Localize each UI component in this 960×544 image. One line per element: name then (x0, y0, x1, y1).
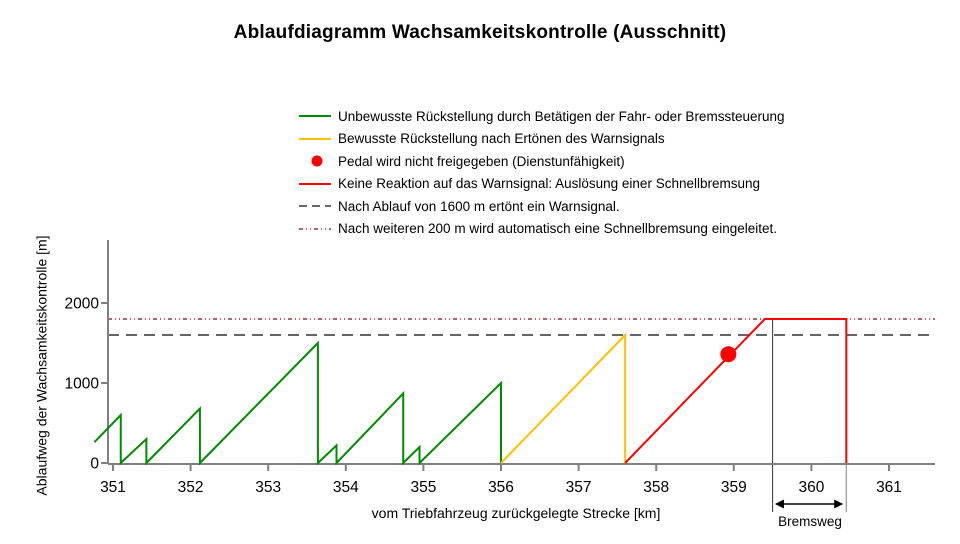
x-tick-label: 357 (566, 479, 592, 496)
page-title: Ablaufdiagramm Wachsamkeitskontrolle (Au… (233, 22, 727, 43)
x-tick-label: 354 (333, 479, 359, 496)
legend-label: Keine Reaktion auf das Warnsignal: Auslö… (338, 176, 761, 192)
legend-label: Nach weiteren 200 m wird automatisch ein… (338, 221, 777, 237)
y-tick-label: 0 (90, 456, 99, 473)
y-tick-label: 1000 (65, 376, 100, 393)
green-line-icon (298, 111, 334, 121)
x-tick-label: 353 (255, 479, 281, 496)
darkred-dashdot-line-icon (298, 224, 334, 234)
legend-row-unbewusste-rueckstellung: Unbewusste Rückstellung durch Betätigen … (298, 105, 784, 128)
legend-label: Bewusste Rückstellung nach Ertönen des W… (338, 131, 665, 147)
legend-label: Pedal wird nicht freigegeben (Dienstunfä… (338, 153, 625, 169)
yellow-line-icon (298, 134, 334, 144)
legend-row-keine-reaktion: Keine Reaktion auf das Warnsignal: Auslö… (298, 173, 784, 196)
x-tick-label: 360 (798, 479, 824, 496)
bremsweg-arrowhead-right (834, 499, 844, 509)
x-axis-label: vom Triebfahrzeug zurückgelegte Strecke … (371, 505, 661, 521)
series-unbewusste-rueckstellung (93, 340, 502, 466)
y-axis-label: Ablaufweg der Wachsamkeitskontrolle [m] (33, 235, 50, 496)
x-tick-label: 361 (876, 479, 902, 496)
series-schnellbremsung (624, 318, 848, 464)
x-tick-label: 359 (721, 479, 747, 496)
legend-row-pedal-nicht-freigegeben: Pedal wird nicht freigegeben (Dienstunfä… (298, 150, 784, 173)
y-tick-label: 2000 (65, 296, 100, 313)
legend-label: Nach Ablauf von 1600 m ertönt ein Warnsi… (338, 198, 620, 214)
x-tick-label: 358 (643, 479, 669, 496)
series-bewusste-rueckstellung (500, 332, 627, 464)
legend-row-warnsignal-1600m: Nach Ablauf von 1600 m ertönt ein Warnsi… (298, 195, 784, 218)
legend: Unbewusste Rückstellung durch Betätigen … (298, 105, 784, 240)
x-tick-label: 351 (100, 479, 126, 496)
marker-pedal-nicht-freigegeben (720, 346, 737, 363)
bremsweg-arrowhead-left (774, 499, 784, 509)
red-dot-icon (298, 155, 334, 167)
legend-row-bewusste-rueckstellung: Bewusste Rückstellung nach Ertönen des W… (298, 128, 784, 151)
legend-row-schnellbremsung-1800m: Nach weiteren 200 m wird automatisch ein… (298, 218, 784, 241)
red-line-icon (298, 179, 334, 189)
x-tick-label: 355 (410, 479, 436, 496)
x-tick-label: 356 (488, 479, 514, 496)
x-tick-label: 352 (178, 479, 204, 496)
bremsweg-label: Bremsweg (778, 514, 842, 529)
legend-label: Unbewusste Rückstellung durch Betätigen … (338, 108, 785, 124)
gray-dashed-line-icon (298, 201, 334, 211)
